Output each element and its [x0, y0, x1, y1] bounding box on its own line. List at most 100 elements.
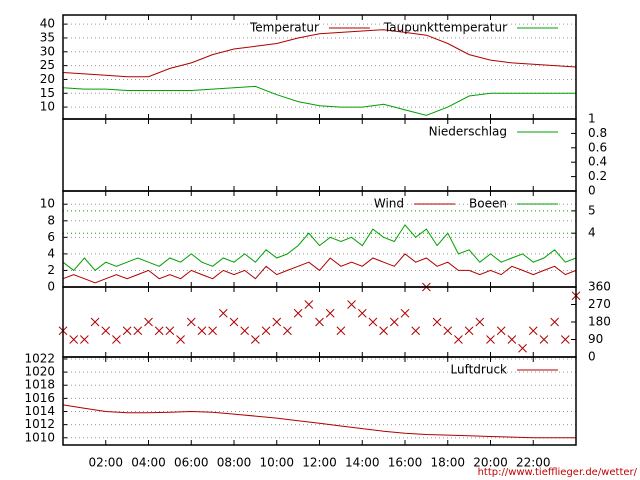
point	[240, 326, 250, 336]
panel-frame	[62, 356, 577, 446]
y-tick-label: 1012	[24, 417, 55, 431]
point	[283, 326, 292, 336]
point	[475, 317, 485, 327]
x-tick-label: 04:00	[131, 456, 166, 470]
point	[550, 317, 559, 327]
y2-tick-label: 5	[588, 203, 596, 217]
point	[112, 335, 121, 344]
series-line	[62, 404, 576, 439]
y-tick-label: 1020	[24, 365, 55, 379]
point	[336, 326, 346, 336]
y-tick-label: 0	[47, 280, 55, 294]
legend-label: Taupunkttemperatur	[383, 21, 507, 35]
legend-label: Luftdruck	[450, 363, 507, 377]
series-line	[62, 253, 577, 284]
x-tick-label: 14:00	[345, 456, 380, 470]
y-tick-label: 40	[40, 17, 55, 31]
point	[315, 317, 324, 327]
x-tick-label: 02:00	[88, 456, 123, 470]
y2-tick-label: 0	[588, 184, 596, 198]
point	[486, 335, 495, 344]
y-tick-label: 4	[47, 246, 55, 260]
y2-tick-label: 360	[588, 280, 611, 294]
x-tick-label: 08:00	[217, 456, 252, 470]
point	[176, 335, 185, 344]
point	[496, 326, 506, 336]
point	[411, 326, 421, 336]
y-tick-label: 1016	[24, 391, 55, 405]
point	[186, 317, 196, 327]
point	[560, 335, 570, 344]
y2-tick-label: 0	[588, 350, 596, 364]
y-tick-label: 2	[47, 263, 55, 277]
point	[293, 308, 303, 318]
point	[400, 308, 410, 318]
y2-tick-label: 0.8	[588, 126, 607, 140]
x-tick-label: 06:00	[174, 456, 209, 470]
point	[122, 326, 132, 336]
point	[528, 326, 538, 336]
x-tick-label: 18:00	[430, 456, 465, 470]
y-tick-label: 30	[40, 44, 55, 58]
point	[90, 317, 100, 327]
point	[454, 335, 463, 344]
y2-tick-label: 90	[588, 332, 603, 346]
point	[539, 335, 549, 344]
y2-tick-label: 0.4	[588, 155, 607, 169]
point	[101, 326, 111, 336]
y2-tick-label: 270	[588, 297, 611, 311]
point	[368, 317, 378, 327]
legend-label: Temperatur	[249, 21, 319, 35]
point	[133, 326, 143, 336]
point	[432, 317, 442, 327]
point	[272, 317, 282, 327]
point	[251, 335, 260, 344]
series-line	[62, 224, 577, 272]
point	[357, 308, 367, 318]
point	[443, 326, 453, 336]
point	[464, 326, 474, 336]
point	[379, 326, 388, 336]
y-tick-label: 8	[47, 213, 55, 227]
point	[304, 300, 314, 309]
series-line	[62, 29, 577, 78]
point	[507, 335, 517, 344]
y2-tick-label: 180	[588, 315, 611, 329]
y-tick-label: 1010	[24, 430, 55, 444]
point	[208, 326, 217, 336]
y2-tick-label: 0.2	[588, 169, 607, 183]
point	[229, 317, 239, 327]
x-tick-label: 20:00	[473, 456, 508, 470]
legend-label: Wind	[374, 197, 404, 211]
y-tick-label: 1022	[24, 351, 55, 365]
point	[154, 326, 164, 336]
y2-tick-label: 1	[588, 112, 596, 126]
point	[218, 308, 228, 318]
y-tick-label: 1018	[24, 378, 55, 392]
y-tick-label: 35	[40, 30, 55, 44]
point	[69, 335, 79, 344]
point	[261, 326, 271, 336]
y2-tick-label: 0.6	[588, 140, 607, 154]
legend-label: Boeen	[469, 197, 507, 211]
x-tick-label: 10:00	[259, 456, 294, 470]
y-tick-label: 20	[40, 72, 55, 86]
point	[389, 317, 399, 327]
point	[165, 326, 175, 336]
legend-label: Niederschlag	[429, 125, 507, 139]
x-tick-label: 16:00	[388, 456, 423, 470]
series-line	[62, 85, 576, 116]
y-tick-label: 1014	[24, 404, 55, 418]
point	[347, 300, 356, 309]
y-tick-label: 25	[40, 58, 55, 72]
y-tick-label: 15	[40, 86, 55, 100]
x-tick-label: 12:00	[302, 456, 337, 470]
y2-tick-label: 4	[588, 226, 596, 240]
y-tick-label: 6	[47, 230, 55, 244]
y-tick-label: 10	[40, 197, 55, 211]
point	[80, 335, 89, 344]
point	[325, 308, 335, 318]
point	[518, 343, 527, 353]
footer-link: http://www.tiefflieger.de/wetter/	[478, 467, 638, 478]
